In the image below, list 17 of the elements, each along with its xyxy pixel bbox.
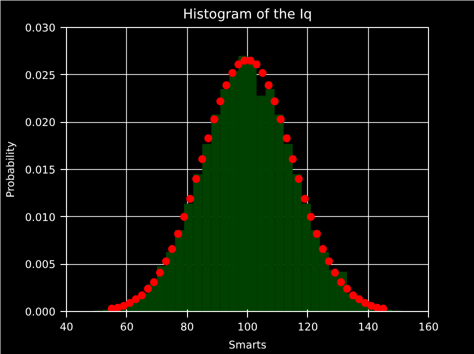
x-axis-title: Smarts <box>228 338 267 352</box>
x-tick-label: 160 <box>418 320 439 334</box>
y-tick-label: 0.005 <box>24 258 56 272</box>
y-tick-label: 0.015 <box>24 164 56 176</box>
chart-title: Histogram of the Iq <box>183 8 312 22</box>
y-tick-label: 0.000 <box>24 306 56 318</box>
x-tick-label: 40 <box>60 320 74 334</box>
y-tick-label: 0.010 <box>24 210 56 224</box>
x-tick-label: 80 <box>180 320 194 334</box>
x-tick-label: 100 <box>237 320 258 334</box>
x-tick-label: 120 <box>298 320 318 334</box>
y-axis-title: Probability <box>4 141 17 198</box>
x-tick-label: 60 <box>120 320 134 334</box>
y-tick-label: 0.020 <box>24 116 56 130</box>
y-tick-label: 0.030 <box>24 22 56 34</box>
y-tick-label: 0.025 <box>24 68 56 82</box>
x-tick-label: 140 <box>358 320 379 334</box>
